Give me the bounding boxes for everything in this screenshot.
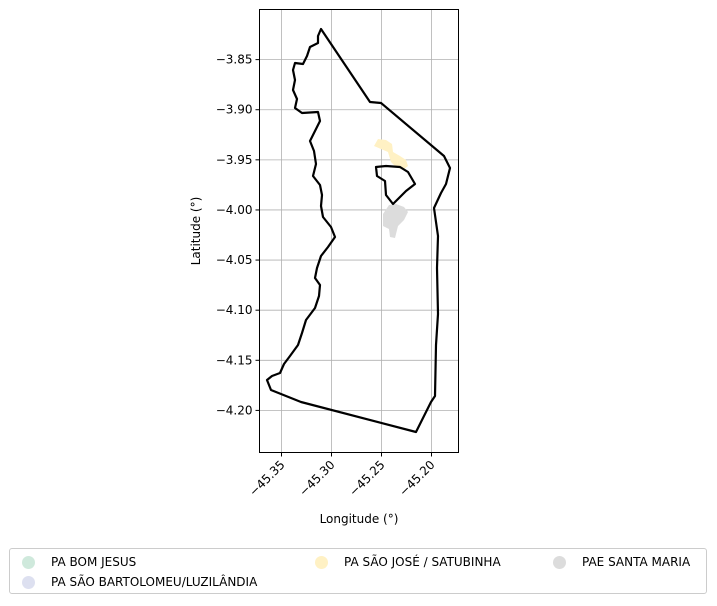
legend-item-santa-maria: PAE SANTA MARIA bbox=[553, 555, 690, 569]
inner-enclave-boundary bbox=[374, 164, 417, 206]
legend-label-bom-jesus: PA BOM JESUS bbox=[51, 555, 137, 569]
x-tick-label: −45.25 bbox=[346, 458, 387, 499]
y-tick-label: −3.85 bbox=[216, 53, 253, 67]
legend-label-sao-jose: PA SÃO JOSÉ / SATUBINHA bbox=[344, 555, 501, 569]
legend-swatch-sao-jose bbox=[315, 555, 328, 569]
y-tick-label: −4.15 bbox=[216, 353, 253, 367]
legend-item-bom-jesus: PA BOM JESUS bbox=[22, 555, 136, 569]
y-tick-label: −4.05 bbox=[216, 253, 253, 267]
x-tick-label: −45.35 bbox=[246, 458, 287, 499]
legend-swatch-santa-maria bbox=[553, 555, 566, 569]
grid bbox=[259, 9, 459, 453]
legend: PA BOM JESUS PA SÃO BARTOLOMEU/LUZILÂNDI… bbox=[9, 548, 707, 594]
pa-sao-jose-satubinha-area bbox=[374, 139, 408, 170]
legend-swatch-sao-bartolomeu bbox=[22, 575, 35, 589]
y-axis-label: Latitude (°) bbox=[189, 197, 203, 266]
y-tick-label: −3.95 bbox=[216, 153, 253, 167]
y-tick-label: −4.20 bbox=[216, 403, 253, 417]
x-tick-label: −45.20 bbox=[396, 458, 437, 499]
y-tick-label: −3.90 bbox=[216, 103, 253, 117]
legend-label-santa-maria: PAE SANTA MARIA bbox=[582, 555, 691, 569]
x-axis-ticks: −45.35 −45.30 −45.25 −45.20 bbox=[246, 452, 438, 499]
y-axis-ticks: −3.85 −3.90 −3.95 −4.00 −4.05 −4.10 −4.15 −4.20 bbox=[216, 53, 260, 417]
pae-santa-maria-area bbox=[383, 204, 408, 238]
legend-swatch-bom-jesus bbox=[22, 555, 35, 569]
legend-label-sao-bartolomeu: PA SÃO BARTOLOMEU/LUZILÂNDIA bbox=[51, 575, 258, 589]
y-tick-label: −4.10 bbox=[216, 303, 253, 317]
x-axis-label: Longitude (°) bbox=[320, 512, 399, 526]
x-tick-label: −45.30 bbox=[296, 458, 337, 499]
map-features bbox=[265, 27, 452, 434]
plot-frame bbox=[259, 9, 459, 453]
y-tick-label: −4.00 bbox=[216, 203, 253, 217]
legend-item-sao-jose: PA SÃO JOSÉ / SATUBINHA bbox=[315, 555, 501, 569]
municipality-boundary bbox=[265, 27, 452, 434]
legend-item-sao-bartolomeu: PA SÃO BARTOLOMEU/LUZILÂNDIA bbox=[22, 575, 257, 589]
